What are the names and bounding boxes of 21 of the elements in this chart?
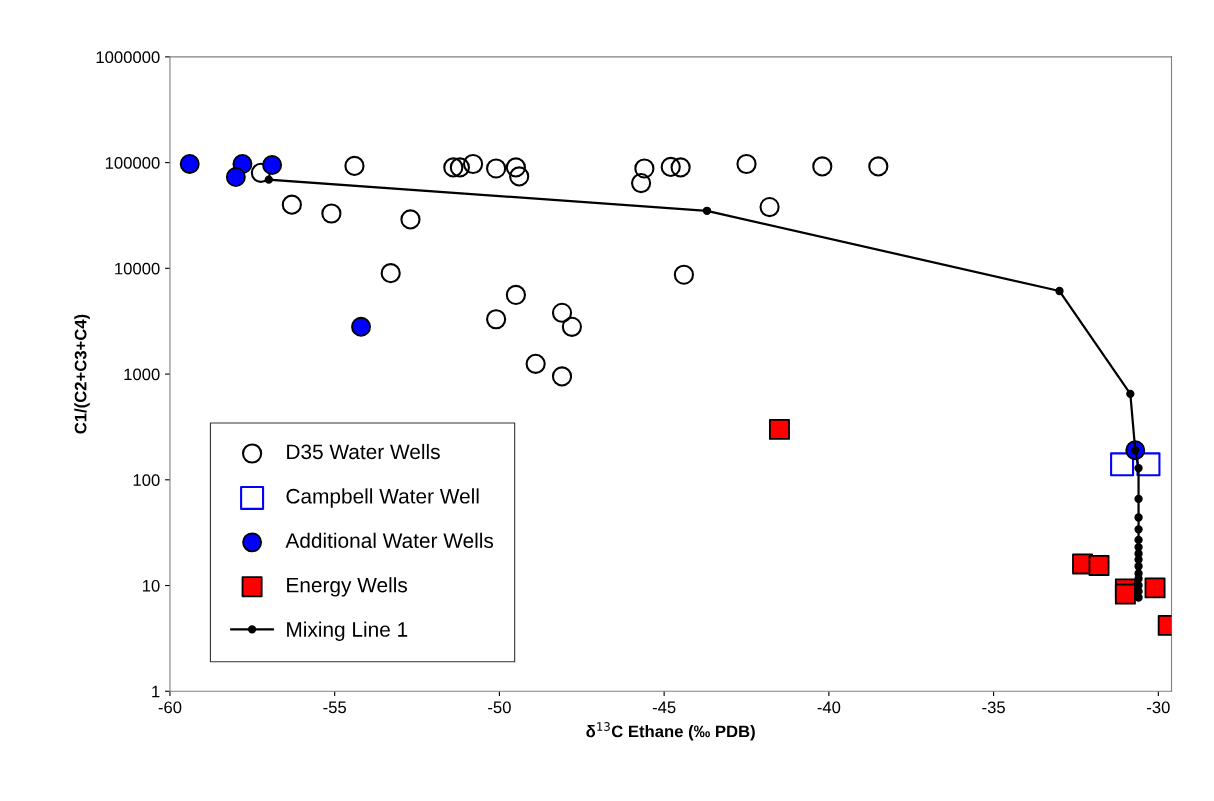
x-tick-label: -35 [982,701,1005,714]
legend-label: Additional Water Wells [285,532,494,549]
legend-label: Energy Wells [287,577,408,597]
x-tick-label: -55 [323,701,347,714]
y-tick-label: 10 [142,579,160,592]
y-axis-title: C1/(C2+C3+C4) [74,314,90,434]
x-tick-label: -45 [652,701,676,714]
y-tick-label: 1000000 [96,51,160,64]
x-tick-label: -60 [158,701,182,714]
legend-label: D35 Water Wells [287,443,440,460]
legend-label: Mixing Line 1 [287,621,408,641]
x-tick-label: -40 [817,701,841,714]
legend-label: Campbell Water Well [286,488,479,508]
x-tick-label: -50 [488,701,511,714]
x-axis-title: δ$^{13}$C Ethane (‰ PDB) [586,722,755,741]
y-tick-label: 1000 [124,368,160,381]
x-tick-label: -30 [1147,701,1170,714]
y-tick-label: 100000 [105,157,160,169]
y-tick-label: 10000 [115,262,160,275]
y-tick-label: 1 [152,685,160,698]
y-tick-label: 100 [133,474,160,486]
